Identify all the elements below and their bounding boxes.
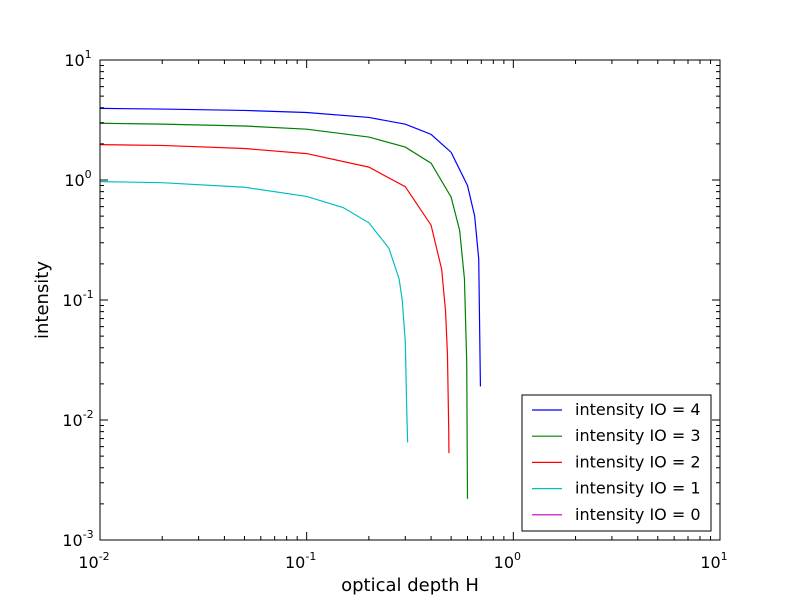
y-tick-label: 10-1: [62, 288, 93, 310]
x-tick-label: 10-2: [78, 550, 109, 572]
legend-label-3: intensity IO = 1: [575, 479, 701, 498]
y-tick-label: 101: [64, 48, 91, 70]
legend: intensity IO = 4 intensity IO = 3 intensit…: [521, 394, 712, 532]
series-line-0: [99, 107, 482, 387]
y-tick-label: 10-2: [62, 408, 93, 430]
x-tick-label: 101: [700, 550, 727, 572]
legend-label-2: intensity IO = 2: [575, 452, 701, 471]
y-tick-label: 10-3: [62, 528, 93, 550]
x-axis-label: optical depth H: [341, 575, 479, 596]
series-line-1: [99, 122, 469, 499]
legend-label-1: intensity IO = 3: [575, 426, 701, 445]
x-tick-label: 10-1: [285, 550, 316, 572]
legend-label-0: intensity IO = 4: [575, 400, 701, 419]
series-line-3: [99, 180, 409, 443]
x-tick-label: 100: [494, 550, 521, 572]
y-tick-label: 100: [64, 168, 91, 190]
legend-label-4: intensity IO = 0: [575, 505, 701, 524]
series-line-2: [99, 144, 450, 454]
y-axis-label: intensity: [32, 261, 53, 339]
